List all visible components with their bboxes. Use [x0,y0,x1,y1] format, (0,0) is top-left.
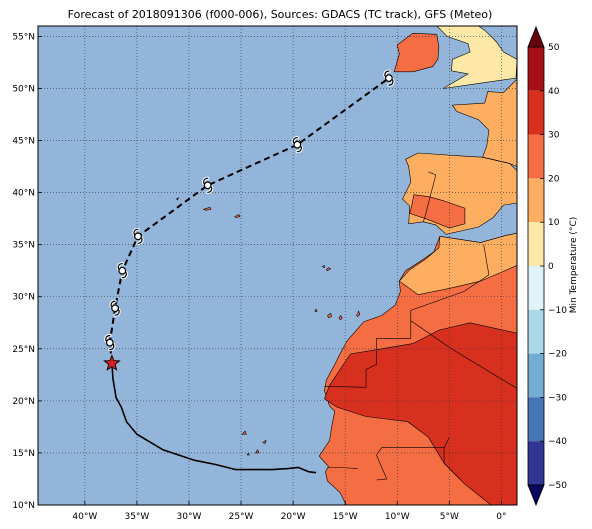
colorbar-tick-label: −50 [548,481,567,491]
island [325,267,332,272]
country-border [324,320,517,389]
country-border [410,244,490,321]
lon-tick-label: 20°W [281,512,306,522]
lon-tick-label: 30°W [177,512,202,522]
map-frame [37,25,518,506]
land-africa-hot [324,322,517,505]
island [262,439,267,445]
colorbar-bin [528,309,544,354]
island [314,308,318,312]
lat-tick-label: 15°N [12,449,35,459]
country-border [443,437,460,480]
lon-tick-label: 10°W [385,512,410,522]
cyclone-icon [202,176,214,194]
lat-tick-label: 10°N [12,501,35,511]
island [241,430,247,435]
lon-tick-label: 5°W [440,512,459,522]
lat-tick-label: 55°N [12,32,35,42]
colorbar-bin [528,222,544,266]
island [338,314,343,320]
colorbar-bin [528,397,544,442]
cyclone-icon [109,299,121,317]
colorbar-tick-labels: 50 40 30 20 10 0 −10 −20 −30 −40 −50 [540,43,567,491]
land-ireland [393,32,440,73]
colorbar-bin [528,47,544,91]
tc-past-track [111,363,317,474]
colorbar-title: Min Temperature (°C) [569,217,579,314]
lat-tick-label: 50°N [12,84,35,94]
lat-tick-labels: 10°N 15°N 20°N 25°N 30°N 35°N 40°N 45°N 50°N 55°N [12,32,42,511]
land-africa-cool [398,232,517,296]
colorbar-bin [528,90,544,135]
tc-forecast-track [108,77,390,364]
colorbar-tick-label: 10 [548,218,560,228]
colorbar-tick-label: −10 [548,306,567,316]
country-border [376,447,445,456]
colorbar-tick-label: 30 [548,131,560,141]
land-iberia-warm [409,194,466,229]
lat-tick-label: 40°N [12,189,35,199]
colorbar-tick-label: 50 [548,43,560,53]
colorbar-tick-label: 0 [548,262,554,272]
colorbar-bin [528,178,544,223]
cyclone-icon [104,334,116,352]
island [321,265,325,269]
colorbar-under-arrow [527,484,545,507]
tc-track-layer [103,69,395,474]
lon-tick-label: 35°W [124,512,149,522]
figure-title: Forecast of 2018091306 (f000-006), Sourc… [68,8,493,21]
lat-tick-label: 35°N [12,241,35,251]
colorbar-tick-label: −30 [548,393,567,403]
current-position-star-icon [103,354,121,371]
island [175,197,180,201]
lat-tick-label: 20°N [12,397,35,407]
lon-tick-label: 25°W [229,512,254,522]
cyclone-icon [383,69,395,87]
island [234,214,241,218]
colorbar-bin [528,353,544,398]
colorbar-tick-label: −40 [548,437,567,447]
island [356,310,361,317]
colorbar-bin [528,134,544,179]
cyclone-icon [132,227,144,245]
land-layer [175,26,517,505]
island [246,452,250,456]
cyclone-icon [116,262,128,280]
country-border [376,454,388,481]
lat-tick-label: 45°N [12,137,35,147]
lon-tick-labels: 40°W 35°W 30°W 25°W 20°W 15°W 10°W 5°W 0° [72,501,506,522]
country-border [327,467,358,469]
cyclone-icon [291,136,303,154]
lat-tick-label: 30°N [12,293,35,303]
colorbar-tick-label: 20 [548,174,560,184]
colorbar [527,25,545,507]
island [327,312,332,318]
map-area [37,25,518,506]
colorbar-over-arrow [527,25,545,48]
country-border [423,171,437,222]
colorbar-bin [528,266,544,310]
country-border [482,156,510,164]
colorbar-tick-label: 40 [548,87,560,97]
island [202,206,212,211]
colorbar-tick-label: −20 [548,350,567,360]
lon-tick-label: 40°W [72,512,97,522]
colorbar-bin [528,441,544,485]
lon-tick-label: 0° [496,512,506,522]
lon-tick-label: 15°W [333,512,358,522]
gridlines [38,26,517,505]
lat-tick-label: 25°N [12,345,35,355]
